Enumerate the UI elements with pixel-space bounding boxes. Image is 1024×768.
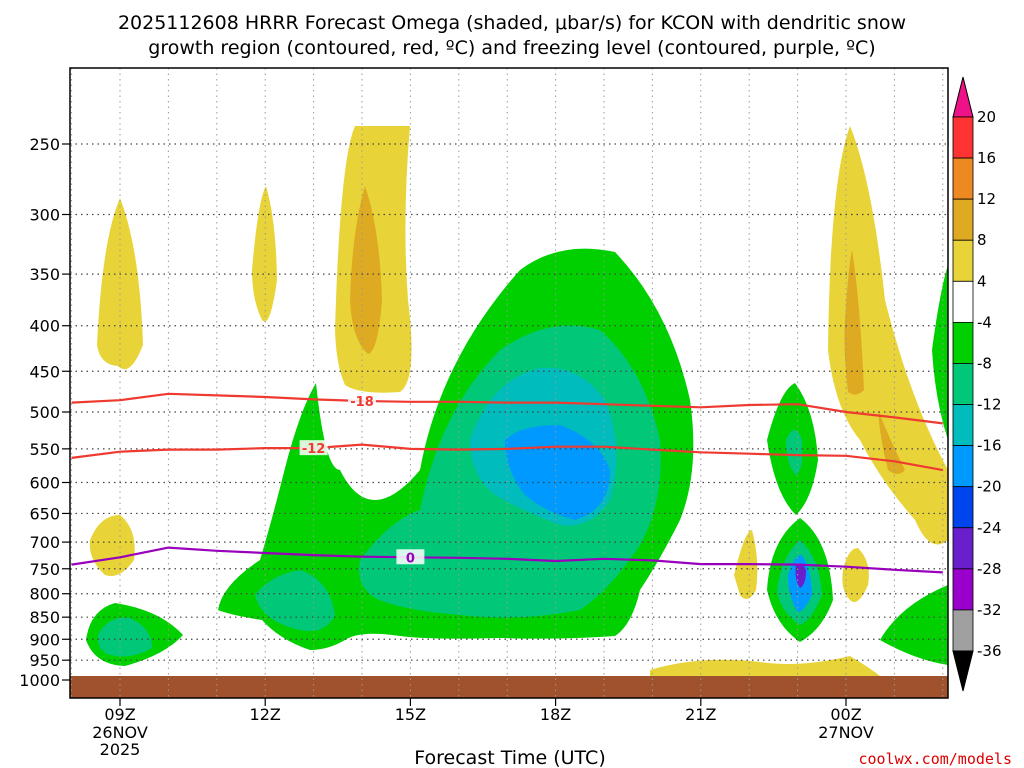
- colorbar-label: 8: [977, 231, 987, 249]
- x-tick-year: 2025: [100, 740, 141, 759]
- colorbar-swatch: [952, 280, 974, 323]
- omega-region-positive-core: [350, 186, 382, 354]
- y-tick-label: 400: [29, 317, 60, 336]
- colorbar-label: -32: [977, 601, 1002, 619]
- y-tick-label: 900: [29, 630, 60, 649]
- colorbar: 20 16 12 8 4 -4 -8 -12 -16 -20 -24 -28 -32 -36: [952, 76, 1002, 692]
- y-tick-label: 950: [29, 651, 60, 670]
- y-tick-label: 350: [29, 265, 60, 284]
- y-tick-label: 750: [29, 560, 60, 579]
- colorbar-swatch: [952, 445, 974, 488]
- y-tick-label: 250: [29, 135, 60, 154]
- contour-line: [71, 443, 943, 472]
- omega-region-positive-upper: [252, 186, 277, 322]
- colorbar-swatch: [952, 527, 974, 570]
- colorbar-swatch: [952, 116, 974, 159]
- plot-frame: [69, 67, 949, 699]
- omega-region-positive-small-left: [89, 515, 135, 576]
- y-tick-label: 300: [29, 205, 60, 224]
- colorbar-swatch: [952, 404, 974, 447]
- y-tick-label: 600: [29, 473, 60, 492]
- omega-region-negative-23z-upper-teal: [786, 430, 803, 475]
- colorbar-bottom-arrow: [952, 650, 974, 692]
- colorbar-swatch: [952, 321, 974, 364]
- colorbar-label: -16: [977, 437, 1002, 455]
- contour-line: [71, 392, 943, 425]
- contour-label-bg: [348, 393, 376, 409]
- colorbar-swatch: [952, 609, 974, 652]
- contour-label-bg: [396, 549, 425, 565]
- horizontal-gridlines: [70, 143, 948, 661]
- omega-region-negative-right-low: [880, 585, 948, 665]
- omega-shading: [86, 126, 948, 676]
- contour-label-bg: [299, 440, 328, 456]
- omega-region-positive-small-00z: [842, 548, 869, 603]
- y-tick-label: 850: [29, 608, 60, 627]
- y-tick-label: 650: [29, 504, 60, 523]
- y-tick-label: 800: [29, 585, 60, 604]
- y-tick-label: 1000: [19, 671, 60, 690]
- x-tick-date: 26NOV: [92, 723, 148, 742]
- omega-region-positive-right-core: [844, 250, 864, 395]
- vertical-gridlines: [71, 68, 944, 698]
- x-axis-label: Forecast Time (UTC): [414, 747, 605, 768]
- omega-region-positive-right: [828, 126, 948, 545]
- temperature-contours: -18 -12 0: [71, 392, 943, 574]
- colorbar-label: 20: [977, 108, 996, 126]
- colorbar-swatch: [952, 363, 974, 405]
- omega-region-positive-right-core2: [878, 410, 905, 474]
- omega-region-negative-right-edge: [932, 265, 948, 440]
- colorbar-label: -8: [977, 354, 992, 372]
- x-tick-label: 18Z: [540, 705, 571, 724]
- x-tick-label: 15Z: [395, 705, 426, 724]
- omega-region-positive-surface: [650, 656, 880, 676]
- y-tick-label: 500: [29, 403, 60, 422]
- omega-region-negative-23z-lower-core: [795, 563, 806, 588]
- credit-text: coolwx.com/models: [858, 750, 1012, 768]
- colorbar-label: -36: [977, 642, 1002, 660]
- chart-title-line2: growth region (contoured, red, ºC) and f…: [148, 37, 875, 59]
- contour-label: -12: [302, 442, 326, 457]
- colorbar-swatch: [952, 486, 974, 529]
- y-tick-label: 550: [29, 440, 60, 459]
- contour-label: 0: [406, 551, 415, 566]
- colorbar-label: 16: [977, 149, 996, 167]
- colorbar-swatch: [952, 157, 974, 200]
- colorbar-swatch: [952, 239, 974, 282]
- colorbar-label: -4: [977, 313, 992, 331]
- x-tick-label: 12Z: [250, 705, 281, 724]
- colorbar-label: 12: [977, 190, 996, 208]
- colorbar-label: -24: [977, 519, 1002, 537]
- colorbar-top-arrow: [952, 76, 974, 118]
- colorbar-label: 4: [977, 272, 987, 290]
- colorbar-label: -28: [977, 560, 1002, 578]
- chart-title-line1: 2025112608 HRRR Forecast Omega (shaded, …: [118, 12, 906, 34]
- x-tick-date: 27NOV: [818, 723, 874, 742]
- x-tick-label: 09Z: [104, 705, 135, 724]
- colorbar-swatch: [952, 198, 974, 241]
- terrain-bar: [70, 676, 948, 698]
- x-tick-label: 21Z: [685, 705, 716, 724]
- colorbar-label: -12: [977, 396, 1002, 414]
- y-tick-label: 450: [29, 362, 60, 381]
- omega-region-negative-left-teal: [255, 570, 335, 631]
- contour-line: [71, 546, 943, 574]
- y-axis-ticks: 250 300 350 400 450 500 550 600 650 700 750 800 850 9…: [19, 135, 70, 690]
- colorbar-label: -20: [977, 478, 1002, 496]
- omega-region-negative-left-low-teal: [97, 617, 152, 657]
- y-tick-label: 700: [29, 533, 60, 552]
- colorbar-swatch: [952, 568, 974, 611]
- contour-label: -18: [350, 395, 374, 410]
- x-tick-label: 00Z: [830, 705, 861, 724]
